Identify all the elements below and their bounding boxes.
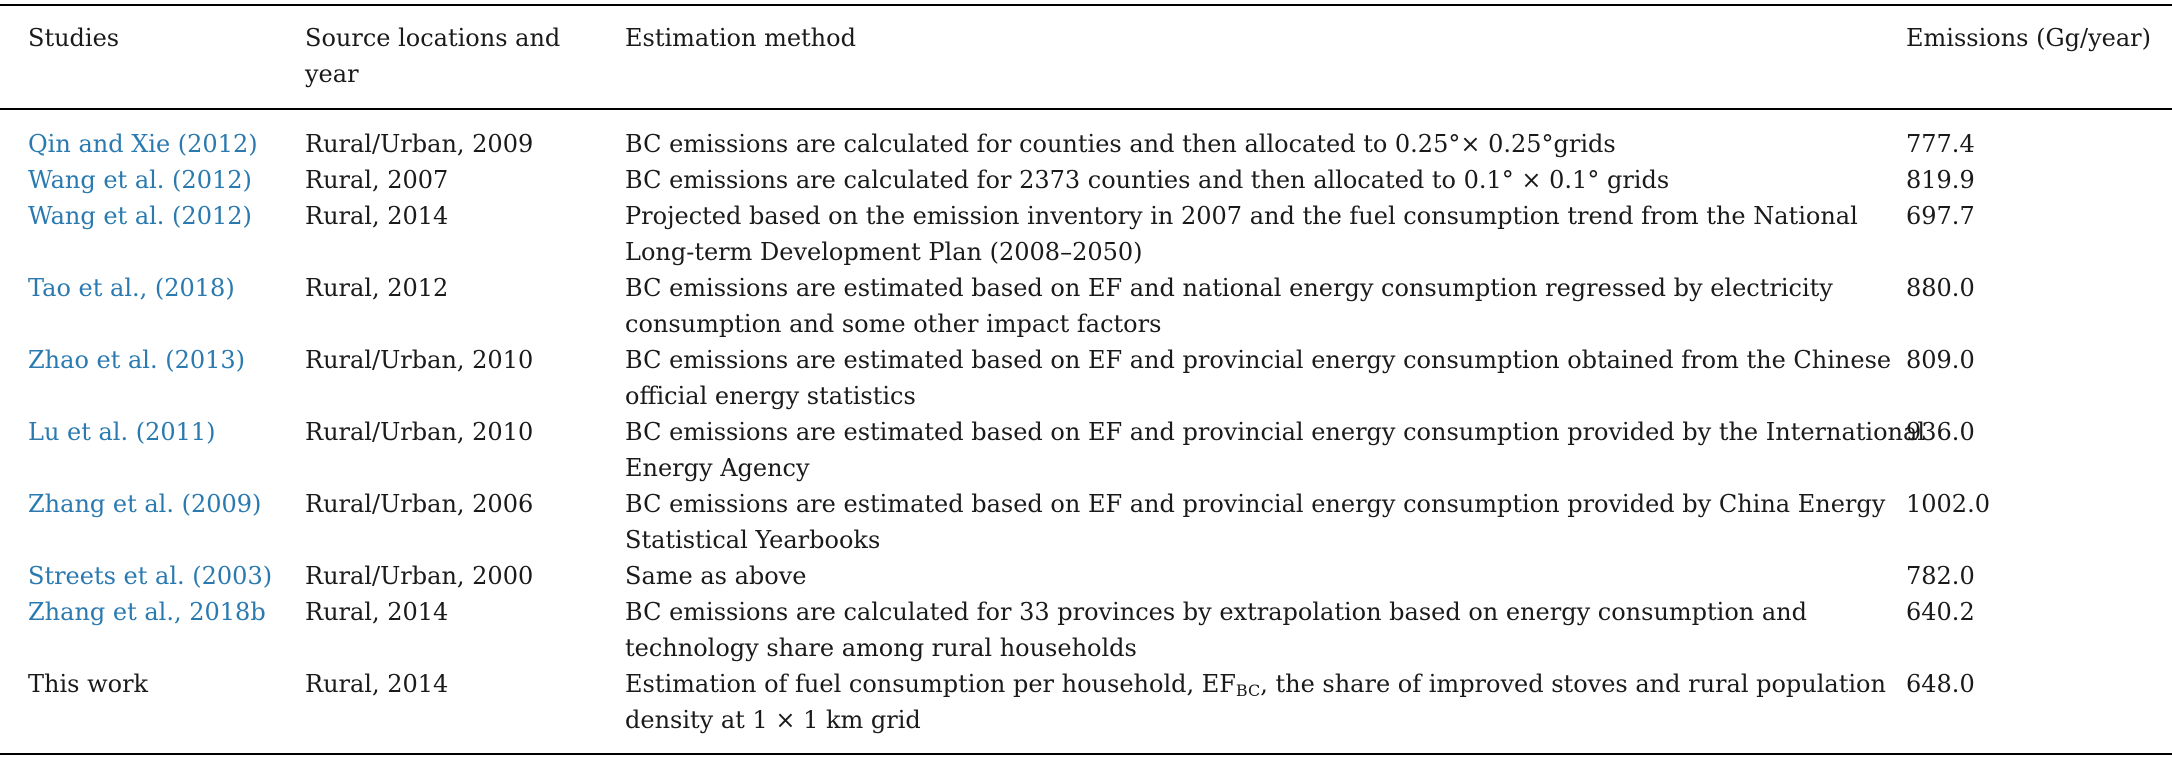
study-link[interactable]: Zhang et al., 2018b	[28, 598, 266, 626]
emissions-cell: 777.4	[1906, 130, 1975, 158]
method-cell: Projected based on the emission inventor…	[625, 202, 1858, 230]
method-cell-continued: Long-term Development Plan (2008–2050)	[625, 238, 1143, 266]
method-cell-continued: Statistical Yearbooks	[625, 526, 881, 554]
emissions-cell: 1002.0	[1906, 490, 1990, 518]
source-cell: Rural/Urban, 2010	[305, 346, 534, 374]
header-source-line1: Source locations and	[305, 24, 561, 52]
header-studies: Studies	[28, 24, 120, 52]
study-link[interactable]: Zhang et al. (2009)	[28, 490, 262, 518]
source-cell: Rural, 2014	[305, 598, 449, 626]
source-cell: Rural/Urban, 2009	[305, 130, 534, 158]
source-cell: Rural, 2014	[305, 670, 449, 698]
header-source-line2: year	[305, 60, 359, 88]
emissions-cell: 640.2	[1906, 598, 1975, 626]
source-cell: Rural/Urban, 2000	[305, 562, 534, 590]
method-cell-continued: Energy Agency	[625, 454, 810, 482]
source-cell: Rural, 2012	[305, 274, 449, 302]
study-link[interactable]: Tao et al., (2018)	[28, 274, 235, 302]
method-cell: BC emissions are calculated for 33 provi…	[625, 598, 1807, 626]
source-cell: Rural/Urban, 2006	[305, 490, 534, 518]
source-cell: Rural/Urban, 2010	[305, 418, 534, 446]
header-emissions: Emissions (Gg/year)	[1906, 24, 2152, 52]
source-cell: Rural, 2007	[305, 166, 449, 194]
emissions-cell: 819.9	[1906, 166, 1975, 194]
study-link[interactable]: Qin and Xie (2012)	[28, 130, 258, 158]
emissions-cell: 697.7	[1906, 202, 1975, 230]
method-cell-continued: density at 1 × 1 km grid	[625, 706, 921, 734]
method-cell: Estimation of fuel consumption per house…	[625, 666, 1886, 702]
method-text-post: , the share of improved stoves and rural…	[1260, 670, 1886, 698]
method-text-pre: Estimation of fuel consumption per house…	[625, 670, 1236, 698]
method-cell-continued: consumption and some other impact factor…	[625, 310, 1162, 338]
emissions-cell: 782.0	[1906, 562, 1975, 590]
method-cell: BC emissions are estimated based on EF a…	[625, 490, 1886, 518]
study-link[interactable]: Streets et al. (2003)	[28, 562, 273, 590]
emissions-cell: 648.0	[1906, 670, 1975, 698]
method-cell: BC emissions are estimated based on EF a…	[625, 346, 1892, 374]
method-subscript: BC	[1235, 681, 1261, 700]
study-link[interactable]: Zhao et al. (2013)	[28, 346, 246, 374]
table-bottom-rule	[0, 753, 2172, 755]
table-header-rule	[0, 108, 2172, 110]
study-link[interactable]: Wang et al. (2012)	[28, 166, 252, 194]
table-top-rule	[0, 4, 2172, 6]
method-cell-continued: official energy statistics	[625, 382, 916, 410]
method-cell: Same as above	[625, 562, 807, 590]
source-cell: Rural, 2014	[305, 202, 449, 230]
emissions-cell: 880.0	[1906, 274, 1975, 302]
emissions-cell: 936.0	[1906, 418, 1975, 446]
method-cell: BC emissions are estimated based on EF a…	[625, 274, 1833, 302]
study-link[interactable]: Lu et al. (2011)	[28, 418, 216, 446]
method-cell: BC emissions are calculated for 2373 cou…	[625, 166, 1670, 194]
study-cell: This work	[28, 670, 149, 698]
study-link[interactable]: Wang et al. (2012)	[28, 202, 252, 230]
method-cell-continued: technology share among rural households	[625, 634, 1137, 662]
header-method: Estimation method	[625, 24, 856, 52]
emissions-cell: 809.0	[1906, 346, 1975, 374]
method-cell: BC emissions are calculated for counties…	[625, 130, 1616, 158]
method-cell: BC emissions are estimated based on EF a…	[625, 418, 1925, 446]
